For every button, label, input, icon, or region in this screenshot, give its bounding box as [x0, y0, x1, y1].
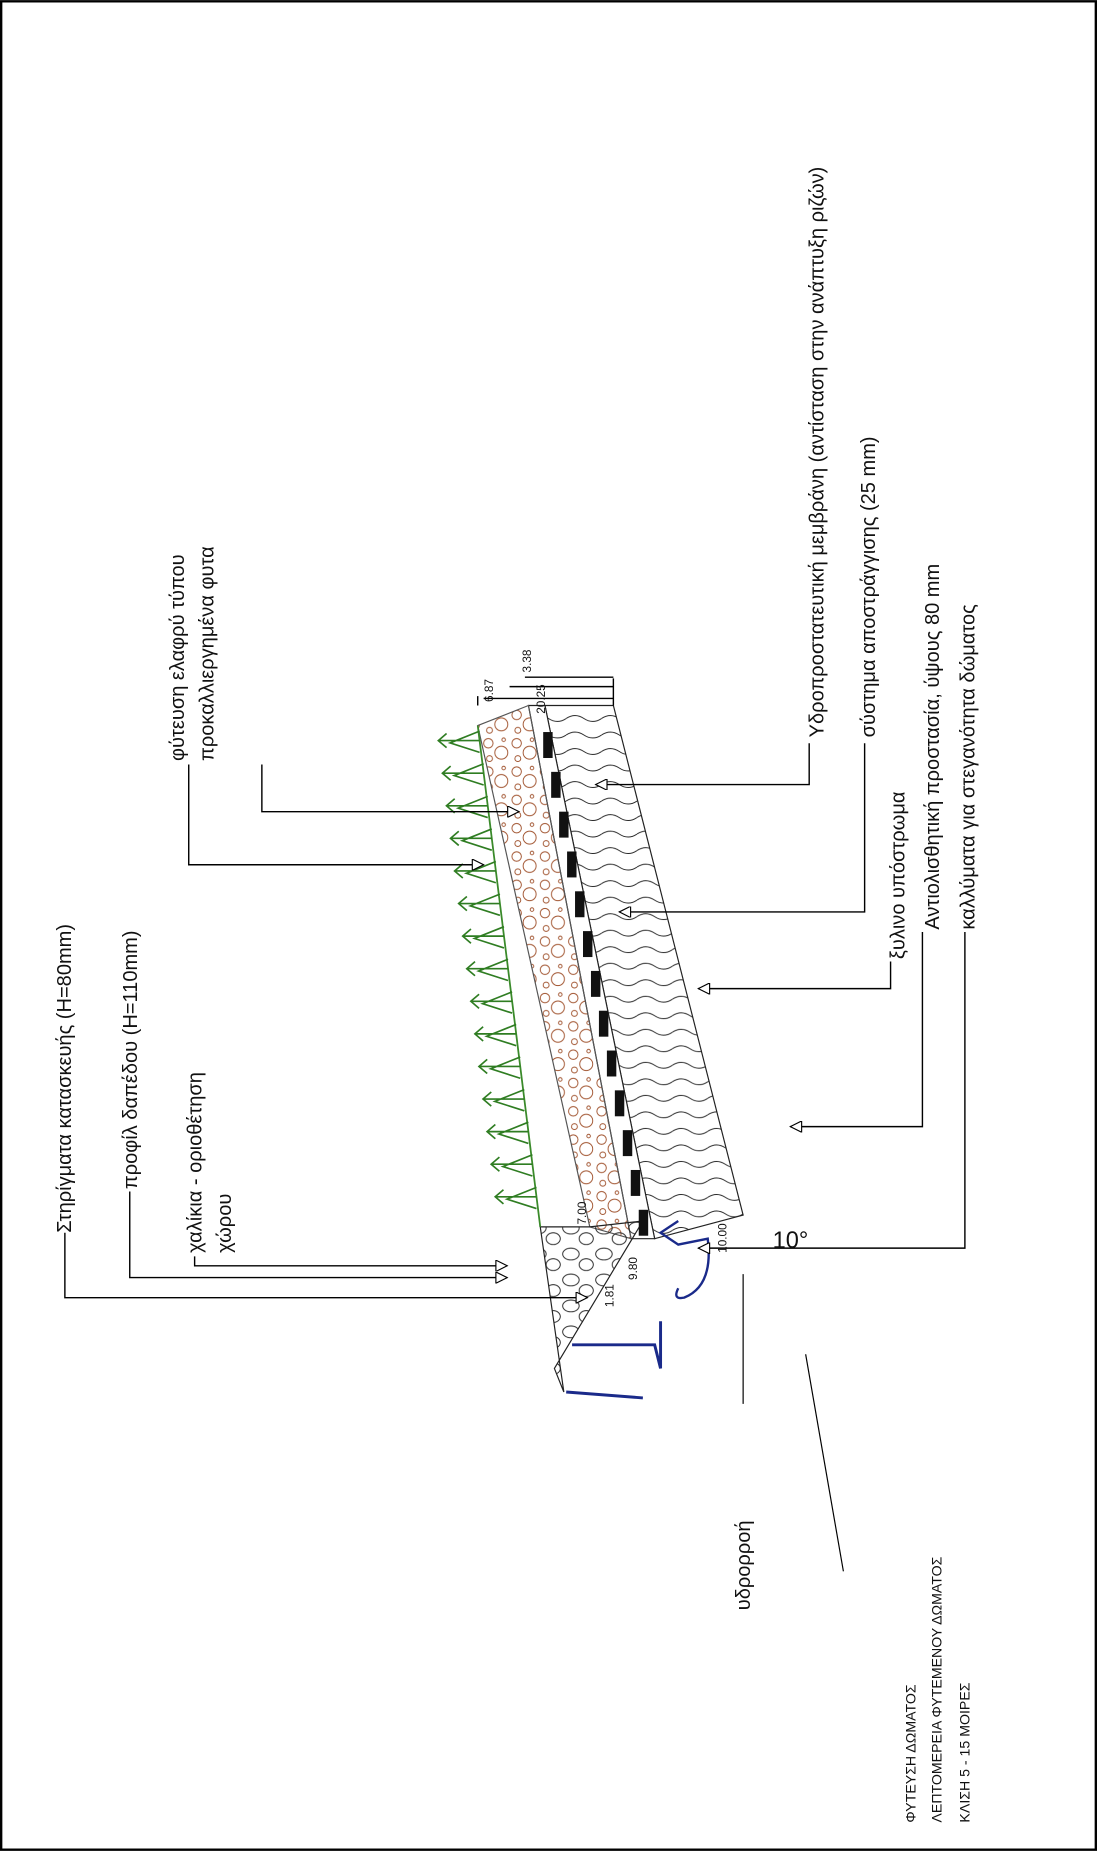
drainage-block	[599, 1011, 608, 1037]
dimension: 7.00	[576, 1201, 589, 1224]
dimension: 9.80	[627, 1257, 640, 1280]
plant	[463, 927, 504, 948]
leader	[790, 932, 922, 1127]
leader	[189, 764, 484, 864]
drainage-block	[583, 931, 592, 957]
leader	[195, 1256, 508, 1265]
dimension: 1.81	[603, 1284, 616, 1307]
label: ξυλινο υπόστρωμα	[888, 791, 910, 959]
plant	[491, 1155, 532, 1176]
dimension: 6.87	[483, 679, 496, 702]
dimension: 10.00	[717, 1223, 730, 1253]
title-block: ΛΕΠΤΟΜΕΡΕΙΑ ΦΥΤΕΜΕΝΟΥ ΔΩΜΑΤΟΣ	[928, 1556, 944, 1822]
plant	[446, 796, 487, 817]
plant	[483, 1090, 524, 1111]
title-block: ΦΥΤΕΥΣΗ ΔΩΜΑΤΟΣ	[902, 1684, 918, 1822]
angle-label: 10°	[773, 1227, 809, 1253]
plant	[451, 829, 492, 850]
drainage-block	[567, 851, 576, 877]
plant	[487, 1122, 528, 1143]
pebble-edge	[540, 1221, 643, 1392]
leader	[698, 961, 890, 988]
drainage-block	[559, 812, 568, 838]
plant	[459, 894, 500, 915]
plant	[438, 731, 479, 752]
drainage-block	[543, 732, 552, 758]
floor-profile-shape	[566, 1321, 660, 1398]
label: χαλίκια - οριοθέτηση	[185, 1072, 207, 1253]
label: καλλύματα για στεγανότητα δώματος	[957, 604, 979, 930]
plant	[471, 992, 512, 1013]
drainage-block	[551, 772, 560, 798]
label: προφίλ δαπέδου (Η=110mm)	[120, 930, 142, 1189]
label: υδρορροή	[733, 1520, 755, 1610]
drainage-block	[591, 971, 600, 997]
page: Στηρίγματα κατασκευής (Η=80mm) προφίλ δα…	[0, 0, 1097, 1851]
drainage-block	[575, 891, 584, 917]
label: Αντιολισθητική προστασία, ύψους 80 mm	[922, 564, 944, 930]
label: προκαλλιεργημένα φυτα	[197, 546, 219, 761]
drainage-block	[607, 1051, 616, 1077]
label: Υδροπροστατευτική μεμβράνη (αντίσταση στ…	[806, 167, 828, 738]
drainage-block	[639, 1210, 648, 1236]
label: Στηρίγματα κατασκευής (Η=80mm)	[54, 924, 76, 1233]
drainage-block	[623, 1130, 632, 1156]
plant	[442, 764, 483, 785]
title-block: ΚΛΙΣΗ 5 - 15 ΜΟΙΡΕΣ	[957, 1682, 973, 1822]
drawing: Στηρίγματα κατασκευής (Η=80mm) προφίλ δα…	[0, 0, 1097, 1851]
drainage-block	[615, 1090, 624, 1116]
plant	[467, 959, 508, 980]
label: χώρου	[214, 1194, 236, 1253]
leader	[262, 764, 519, 811]
plant	[475, 1024, 516, 1045]
dimension: 3.38	[521, 649, 534, 672]
dimension: 20.25	[535, 684, 548, 714]
angle-line	[806, 1354, 844, 1571]
plant	[479, 1057, 520, 1078]
label: φύτευση ελαφρύ τύπου	[167, 554, 189, 761]
label: σύστημα αποστράγγισης (25 mm)	[858, 436, 880, 737]
plant	[495, 1187, 536, 1208]
drainage-block	[631, 1170, 640, 1196]
